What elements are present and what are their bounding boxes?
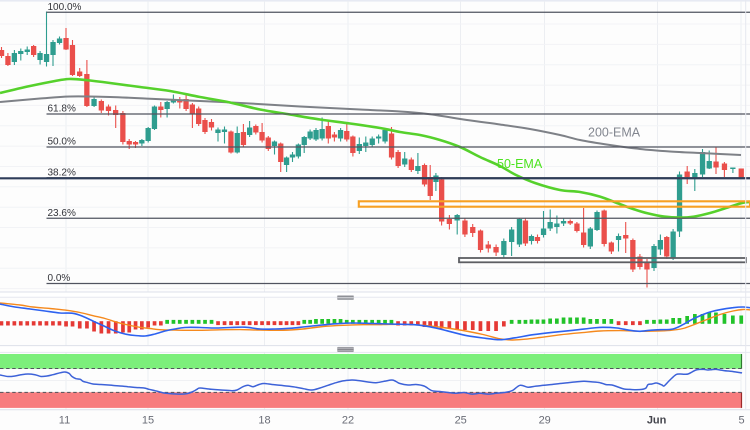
svg-text:Jun: Jun [647, 415, 667, 427]
svg-text:25: 25 [455, 415, 467, 427]
svg-text:38.2%: 38.2% [48, 167, 76, 178]
svg-text:50.0%: 50.0% [48, 137, 76, 148]
svg-text:200-EMA: 200-EMA [588, 126, 641, 140]
svg-text:29: 29 [539, 415, 551, 427]
svg-text:61.8%: 61.8% [48, 104, 76, 115]
svg-text:23.6%: 23.6% [48, 208, 76, 219]
svg-text:50-EMA: 50-EMA [497, 157, 543, 171]
svg-text:0.0%: 0.0% [48, 273, 71, 284]
svg-text:11: 11 [59, 415, 70, 427]
svg-text:15: 15 [142, 415, 154, 427]
svg-text:5: 5 [738, 415, 744, 427]
svg-text:100.0%: 100.0% [48, 2, 82, 13]
svg-text:18: 18 [258, 415, 270, 427]
svg-text:22: 22 [342, 415, 354, 427]
